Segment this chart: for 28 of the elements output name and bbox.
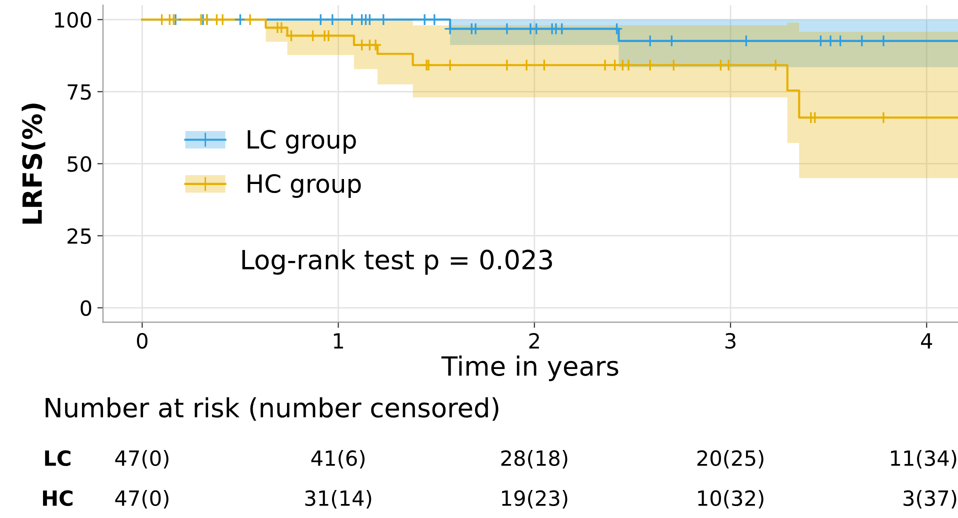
text: 28(18)	[501, 450, 568, 468]
text: 20(25)	[697, 450, 764, 468]
annotation: Log-rank test p = 0.023	[242, 249, 552, 275]
legend-label: HC group	[248, 174, 361, 198]
x-tick-label: 4	[921, 333, 932, 348]
x-tick-label: 2	[529, 332, 539, 348]
text: HC	[43, 490, 73, 506]
x-tick-label: 1	[334, 333, 344, 348]
y-tick-label: 50	[68, 156, 92, 172]
text: 10(32)	[698, 490, 764, 508]
y-tick-label: 75	[68, 84, 91, 100]
text: 47(0)	[115, 450, 168, 468]
text: 41(6)	[311, 450, 365, 468]
text: 31(14)	[305, 490, 372, 508]
legend-label: LC group	[248, 130, 356, 154]
text: 3(37)	[904, 490, 956, 508]
x-tick-label: 0	[136, 332, 148, 349]
y-tick-label: 0	[80, 300, 92, 316]
text: 11(34)	[891, 450, 956, 468]
x-tick-label: 3	[725, 332, 736, 349]
text: Number at risk (number censored)	[46, 397, 498, 421]
text: 47(0)	[115, 490, 168, 508]
text: 19(23)	[502, 490, 568, 508]
y-axis-title: LRFS(%)	[22, 104, 46, 224]
y-tick-label: 25	[68, 228, 91, 244]
x-axis-title: Time in years	[441, 356, 618, 382]
text: LC	[45, 450, 70, 466]
y-tick-label: 100	[55, 12, 92, 28]
